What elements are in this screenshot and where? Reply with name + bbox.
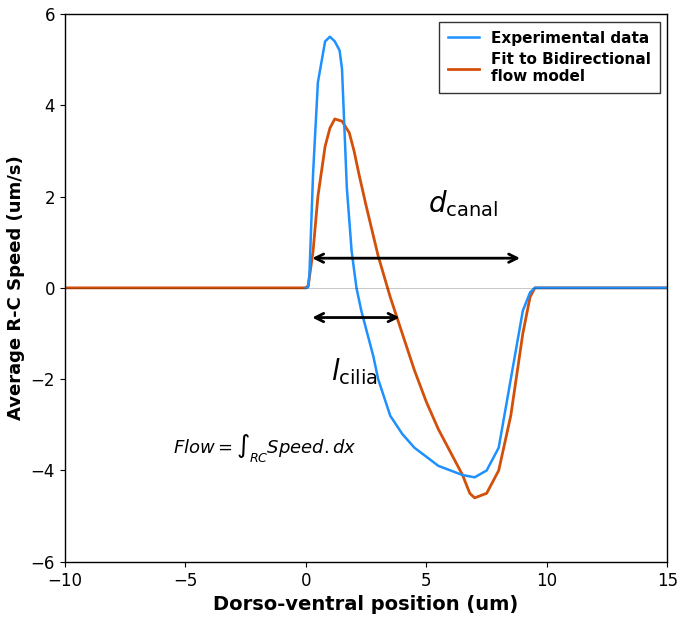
Fit to Bidirectional
flow model — [345, 129, 353, 137]
Fit to Bidirectional
flow model — [398, 330, 406, 337]
Experimental data — [301, 284, 310, 292]
Experimental data — [434, 462, 443, 469]
Experimental data — [543, 284, 551, 292]
Fit to Bidirectional
flow model — [526, 293, 534, 301]
Fit to Bidirectional
flow model — [434, 425, 443, 433]
Fit to Bidirectional
flow model — [471, 494, 479, 502]
Fit to Bidirectional
flow model — [301, 284, 310, 292]
Experimental data — [386, 412, 395, 419]
Fit to Bidirectional
flow model — [519, 330, 527, 337]
Experimental data — [340, 124, 349, 132]
Experimental data — [321, 38, 329, 45]
Fit to Bidirectional
flow model — [350, 147, 358, 155]
Experimental data — [304, 283, 312, 291]
Experimental data — [369, 353, 377, 360]
Experimental data — [422, 453, 430, 461]
Experimental data — [663, 284, 671, 292]
Fit to Bidirectional
flow model — [326, 124, 334, 132]
Experimental data — [507, 376, 515, 383]
Fit to Bidirectional
flow model — [314, 193, 322, 201]
Fit to Bidirectional
flow model — [458, 471, 466, 479]
Experimental data — [447, 467, 455, 474]
Experimental data — [374, 376, 382, 383]
Fit to Bidirectional
flow model — [309, 248, 317, 255]
Fit to Bidirectional
flow model — [362, 202, 370, 209]
Experimental data — [519, 307, 527, 314]
Text: $\mathit{Flow} = \int_{RC} \mathit{Speed.dx}$: $\mathit{Flow} = \int_{RC} \mathit{Speed… — [173, 432, 357, 464]
Fit to Bidirectional
flow model — [507, 412, 515, 419]
Fit to Bidirectional
flow model — [663, 284, 671, 292]
Experimental data — [331, 38, 339, 45]
Fit to Bidirectional
flow model — [447, 448, 455, 456]
Fit to Bidirectional
flow model — [422, 398, 430, 406]
Experimental data — [410, 444, 419, 451]
Text: $l_{\rm cilia}$: $l_{\rm cilia}$ — [331, 356, 377, 387]
Fit to Bidirectional
flow model — [386, 293, 395, 301]
Experimental data — [531, 284, 539, 292]
Fit to Bidirectional
flow model — [410, 366, 419, 374]
Experimental data — [495, 444, 503, 451]
Fit to Bidirectional
flow model — [321, 143, 329, 150]
Fit to Bidirectional
flow model — [338, 117, 346, 125]
Experimental data — [309, 170, 317, 178]
Experimental data — [338, 65, 346, 73]
Line: Fit to Bidirectional
flow model: Fit to Bidirectional flow model — [64, 119, 667, 498]
Experimental data — [352, 284, 360, 292]
Fit to Bidirectional
flow model — [543, 284, 551, 292]
Experimental data — [357, 307, 365, 314]
Fit to Bidirectional
flow model — [304, 282, 312, 289]
Experimental data — [526, 289, 534, 296]
Fit to Bidirectional
flow model — [466, 489, 474, 497]
Experimental data — [471, 474, 479, 481]
Fit to Bidirectional
flow model — [331, 116, 339, 123]
X-axis label: Dorso-ventral position (um): Dorso-ventral position (um) — [214, 595, 519, 614]
Experimental data — [326, 33, 334, 40]
Fit to Bidirectional
flow model — [495, 467, 503, 474]
Experimental data — [347, 248, 356, 255]
Fit to Bidirectional
flow model — [482, 489, 490, 497]
Line: Experimental data: Experimental data — [306, 37, 667, 478]
Experimental data — [482, 467, 490, 474]
Fit to Bidirectional
flow model — [531, 284, 539, 292]
Fit to Bidirectional
flow model — [374, 252, 382, 260]
Legend: Experimental data, Fit to Bidirectional
flow model: Experimental data, Fit to Bidirectional … — [439, 22, 660, 93]
Experimental data — [306, 270, 314, 278]
Fit to Bidirectional
flow model — [60, 284, 68, 292]
Y-axis label: Average R-C Speed (um/s): Average R-C Speed (um/s) — [7, 155, 25, 420]
Experimental data — [342, 184, 351, 191]
Experimental data — [362, 325, 370, 333]
Text: $d_{\rm canal}$: $d_{\rm canal}$ — [427, 189, 497, 219]
Experimental data — [458, 471, 466, 479]
Experimental data — [398, 430, 406, 438]
Experimental data — [336, 47, 344, 54]
Experimental data — [314, 79, 322, 86]
Fit to Bidirectional
flow model — [355, 170, 363, 178]
Experimental data — [303, 284, 311, 292]
